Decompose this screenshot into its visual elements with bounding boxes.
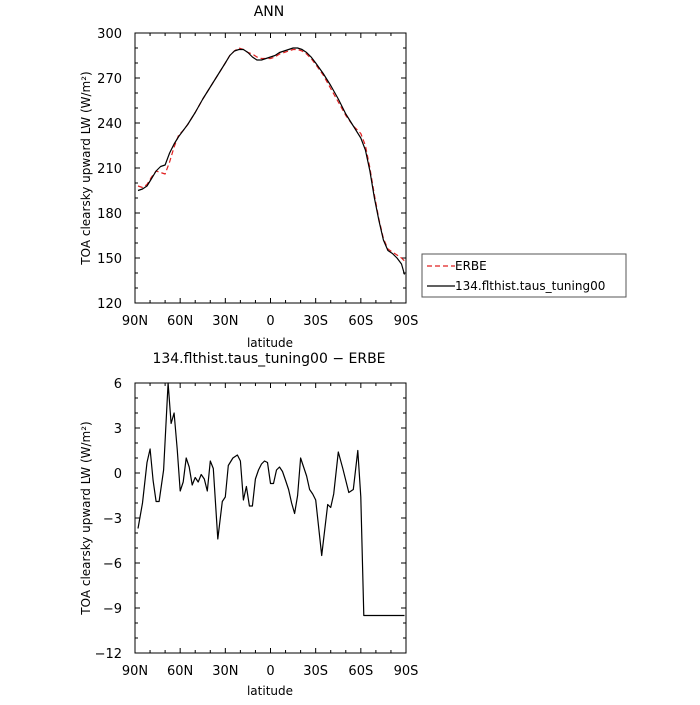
bottom-x-tick-label: 90N: [122, 664, 148, 679]
bottom-panel: 134.flthist.taus_tuning00 − ERBE 90N 60N 3…: [79, 351, 418, 698]
top-chart-title: ANN: [254, 4, 285, 20]
bottom-chart-title: 134.flthist.taus_tuning00 − ERBE: [152, 351, 385, 367]
bottom-y-tick-label: −9: [103, 602, 122, 617]
bottom-x-tick-label: 30S: [303, 664, 328, 679]
bottom-x-tick-label: 90S: [394, 664, 419, 679]
top-series-line-0: [137, 47, 405, 262]
bottom-y-axis-label: TOA clearsky upward LW (W/m²): [79, 421, 93, 615]
bottom-y-tick-label: −6: [103, 557, 122, 572]
top-y-tick-label: 300: [97, 27, 122, 42]
bottom-y-tick-label: 3: [114, 422, 122, 437]
bottom-x-tick-label: 30N: [212, 664, 238, 679]
top-y-tick-label: 120: [97, 297, 122, 312]
top-y-tick-label: 240: [97, 117, 122, 132]
top-ticks: 90N 60N 30N 0 30S 60S 90S 120 150 180 210 240 270 300: [97, 27, 418, 329]
top-x-tick-label: 30N: [212, 314, 238, 329]
top-series-line-1: [137, 47, 406, 275]
bottom-plot-frame: [134, 382, 407, 654]
legend-label-model: 134.flthist.taus_tuning00: [455, 279, 605, 293]
top-x-tick-label: 90N: [122, 314, 148, 329]
bottom-y-tick-label: −3: [103, 512, 122, 527]
bottom-x-tick-label: 60S: [348, 664, 373, 679]
legend-label-erbe: ERBE: [455, 259, 487, 273]
top-y-tick-label: 150: [97, 252, 122, 267]
bottom-x-axis-label: latitude: [247, 684, 293, 698]
top-x-tick-label: 60N: [167, 314, 193, 329]
top-x-tick-label: 60S: [348, 314, 373, 329]
top-x-tick-label: 90S: [394, 314, 419, 329]
bottom-x-tick-label: 60N: [167, 664, 193, 679]
top-x-tick-label: 0: [266, 314, 274, 329]
bottom-series: [137, 382, 405, 617]
top-y-axis-label: TOA clearsky upward LW (W/m²): [79, 71, 93, 265]
top-x-axis-label: latitude: [247, 336, 293, 350]
top-y-tick-label: 180: [97, 207, 122, 222]
bottom-y-tick-label: 0: [114, 467, 122, 482]
legend: ERBE 134.flthist.taus_tuning00: [421, 253, 627, 298]
bottom-y-tick-label: 6: [114, 377, 122, 392]
bottom-ticks: 90N 60N 30N 0 30S 60S 90S −12 −9 −6 −3 0 3 6: [95, 377, 419, 679]
top-x-tick-label: 30S: [303, 314, 328, 329]
top-y-tick-label: 270: [97, 72, 122, 87]
legend-box: [421, 253, 627, 298]
top-plot-frame: [134, 32, 407, 304]
top-y-tick-label: 210: [97, 162, 122, 177]
bottom-x-tick-label: 0: [266, 664, 274, 679]
top-panel: ANN 90N 60N 30N 0 30S 60S 90S 120 150 180 210 240 27…: [79, 4, 418, 350]
bottom-series-line-0: [137, 382, 405, 617]
top-series: [137, 47, 406, 275]
bottom-y-tick-label: −12: [95, 647, 122, 662]
